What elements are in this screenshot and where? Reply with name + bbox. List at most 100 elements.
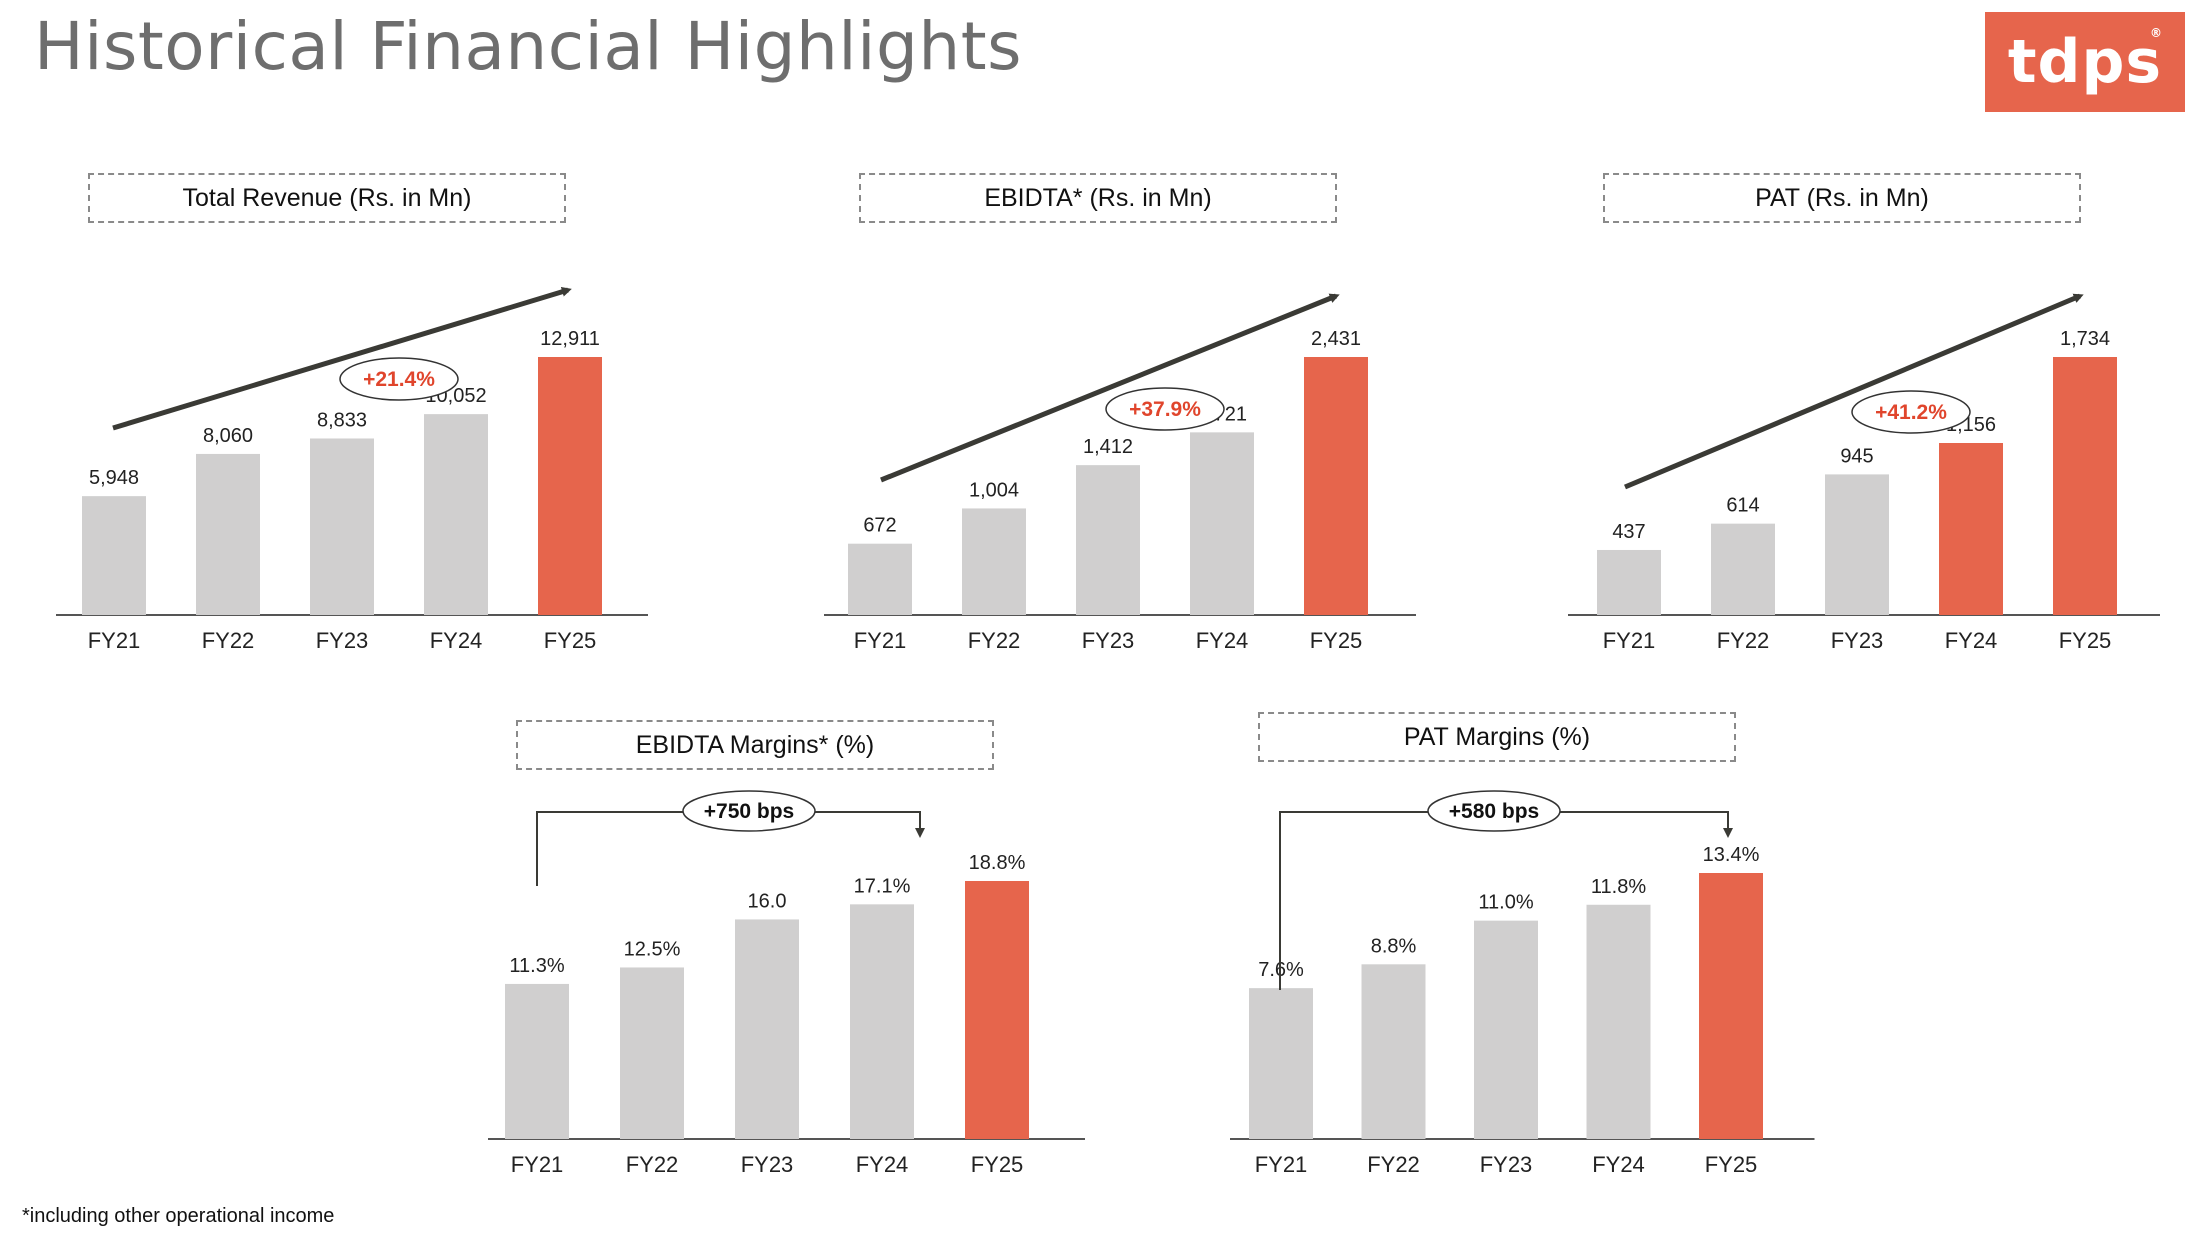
bar-fy22 <box>620 967 684 1139</box>
bar-fy21 <box>82 496 146 615</box>
growth-badge <box>339 357 459 401</box>
growth-badge <box>1427 790 1561 832</box>
data-label: 2,431 <box>1311 328 1361 350</box>
data-label: 11.0% <box>1478 892 1533 914</box>
chart-title: PAT (Rs. in Mn) <box>1603 173 2081 223</box>
bar-fy23 <box>1474 920 1538 1139</box>
data-label: 1,004 <box>969 479 1019 501</box>
x-tick-label: FY21 <box>854 628 907 653</box>
growth-badge <box>1851 390 1971 434</box>
x-tick-label: FY23 <box>1480 1152 1533 1177</box>
x-tick-label: FY25 <box>2059 628 2112 653</box>
growth-label: +750 bps <box>704 800 794 823</box>
x-tick-label: FY21 <box>88 628 141 653</box>
x-tick-label: FY25 <box>544 628 597 653</box>
x-tick-label: FY24 <box>1196 628 1249 653</box>
bar-fy23 <box>310 438 374 615</box>
bar-fy21 <box>1597 549 1661 615</box>
data-label: 1,412 <box>1083 436 1133 458</box>
x-tick-label: FY24 <box>856 1152 909 1177</box>
chart-ebidta: EBIDTA* (Rs. in Mn) 672 FY21 1,004 FY22 1,412… <box>816 173 1436 693</box>
data-label: 672 <box>863 515 896 537</box>
logo-text: tdps <box>2007 27 2163 97</box>
x-tick-label: FY24 <box>1592 1152 1645 1177</box>
x-tick-label: FY24 <box>430 628 483 653</box>
x-tick-label: FY23 <box>316 628 369 653</box>
bar-fy22 <box>196 453 260 615</box>
chart-title: EBIDTA* (Rs. in Mn) <box>859 173 1337 223</box>
chart-title: EBIDTA Margins* (%) <box>516 720 994 770</box>
data-label: 12,911 <box>540 328 600 350</box>
bar-fy24 <box>850 904 914 1139</box>
data-label: 1,734 <box>2060 328 2110 350</box>
data-label: 18.8% <box>969 852 1026 874</box>
x-tick-label: FY24 <box>1945 628 1998 653</box>
chart-title: PAT Margins (%) <box>1258 712 1736 762</box>
bar-fy21 <box>848 543 912 615</box>
bar-fy23 <box>1825 474 1889 615</box>
data-label: 11.8% <box>1591 876 1646 898</box>
growth-label: +580 bps <box>1449 800 1539 823</box>
x-tick-label: FY25 <box>1310 628 1363 653</box>
chart-pat: PAT (Rs. in Mn) 437 FY21 614 FY22 945 FY23 1,15… <box>1560 173 2180 693</box>
data-label: 7.6% <box>1258 959 1304 981</box>
data-label: 11.3% <box>509 955 564 977</box>
data-label: 614 <box>1726 495 1759 517</box>
chart-title: Total Revenue (Rs. in Mn) <box>88 173 566 223</box>
data-label: 8,060 <box>203 425 253 447</box>
data-label: 5,948 <box>89 467 139 489</box>
x-tick-label: FY23 <box>1831 628 1884 653</box>
trend-arrow-icon <box>880 293 1340 483</box>
registered-mark-icon: ® <box>2150 26 2163 40</box>
x-tick-label: FY21 <box>1603 628 1656 653</box>
footnote: *including other operational income <box>22 1205 335 1227</box>
x-tick-label: FY23 <box>1082 628 1135 653</box>
chart-plot: 437FY21614FY22945FY231,156FY241,734FY25+… <box>1568 293 2160 653</box>
bar-fy22 <box>1711 523 1775 615</box>
data-label: 17.1% <box>854 875 911 897</box>
bar-fy25 <box>965 881 1029 1139</box>
bar-fy25 <box>1304 357 1368 615</box>
bar-fy25 <box>2053 357 2117 615</box>
x-tick-label: FY21 <box>1255 1152 1308 1177</box>
x-tick-label: FY22 <box>968 628 1021 653</box>
chart-total-revenue: Total Revenue (Rs. in Mn) 5,948 FY21 8,060 F… <box>48 173 668 693</box>
data-label: 437 <box>1612 521 1645 543</box>
x-tick-label: FY25 <box>1705 1152 1758 1177</box>
bar-fy23 <box>1076 465 1140 615</box>
company-logo: tdps ® <box>1985 12 2185 112</box>
bar-fy24 <box>1939 443 2003 615</box>
chart-pat-margins: PAT Margins (%) 7.6% FY21 8.8% FY22 11.0% FY23… <box>1222 712 1842 1232</box>
x-tick-label: FY25 <box>971 1152 1024 1177</box>
bar-fy24 <box>424 414 488 615</box>
bar-fy24 <box>1190 432 1254 615</box>
growth-label: +21.4% <box>363 368 435 391</box>
data-label: 12.5% <box>624 938 681 960</box>
chart-plot: 5,948FY218,060FY228,833FY2310,052FY2412,… <box>56 286 648 653</box>
data-label: 8.8% <box>1371 935 1417 957</box>
x-tick-label: FY22 <box>1367 1152 1420 1177</box>
bar-fy23 <box>735 919 799 1139</box>
x-tick-label: FY23 <box>741 1152 794 1177</box>
x-tick-label: FY22 <box>1717 628 1770 653</box>
bar-fy21 <box>505 983 569 1139</box>
growth-label: +37.9% <box>1129 398 1201 421</box>
trend-arrow-icon <box>112 286 572 431</box>
data-label: 16.0 <box>748 890 787 912</box>
bar-fy21 <box>1249 988 1313 1139</box>
bar-fy25 <box>1699 873 1763 1139</box>
bar-fy25 <box>538 357 602 615</box>
growth-label: +41.2% <box>1875 401 1947 424</box>
page-title: Historical Financial Highlights <box>34 8 1022 85</box>
bar-fy24 <box>1586 904 1651 1139</box>
growth-badge <box>1105 387 1225 431</box>
trend-arrow-icon <box>1624 293 2084 490</box>
data-label: 945 <box>1840 445 1873 467</box>
growth-badge <box>682 790 816 832</box>
chart-plot: 7.6% FY21 8.8% FY22 11.0% FY23 11.8% FY24 13.4% F… <box>1230 790 1815 1177</box>
data-label: 13.4% <box>1703 844 1760 866</box>
x-tick-label: FY22 <box>626 1152 679 1177</box>
data-label: 8,833 <box>317 409 367 431</box>
bar-fy22 <box>1361 964 1426 1139</box>
chart-plot: 11.3% FY21 12.5% FY22 16.0 FY23 17.1% FY24 18.8%… <box>488 790 1085 1177</box>
